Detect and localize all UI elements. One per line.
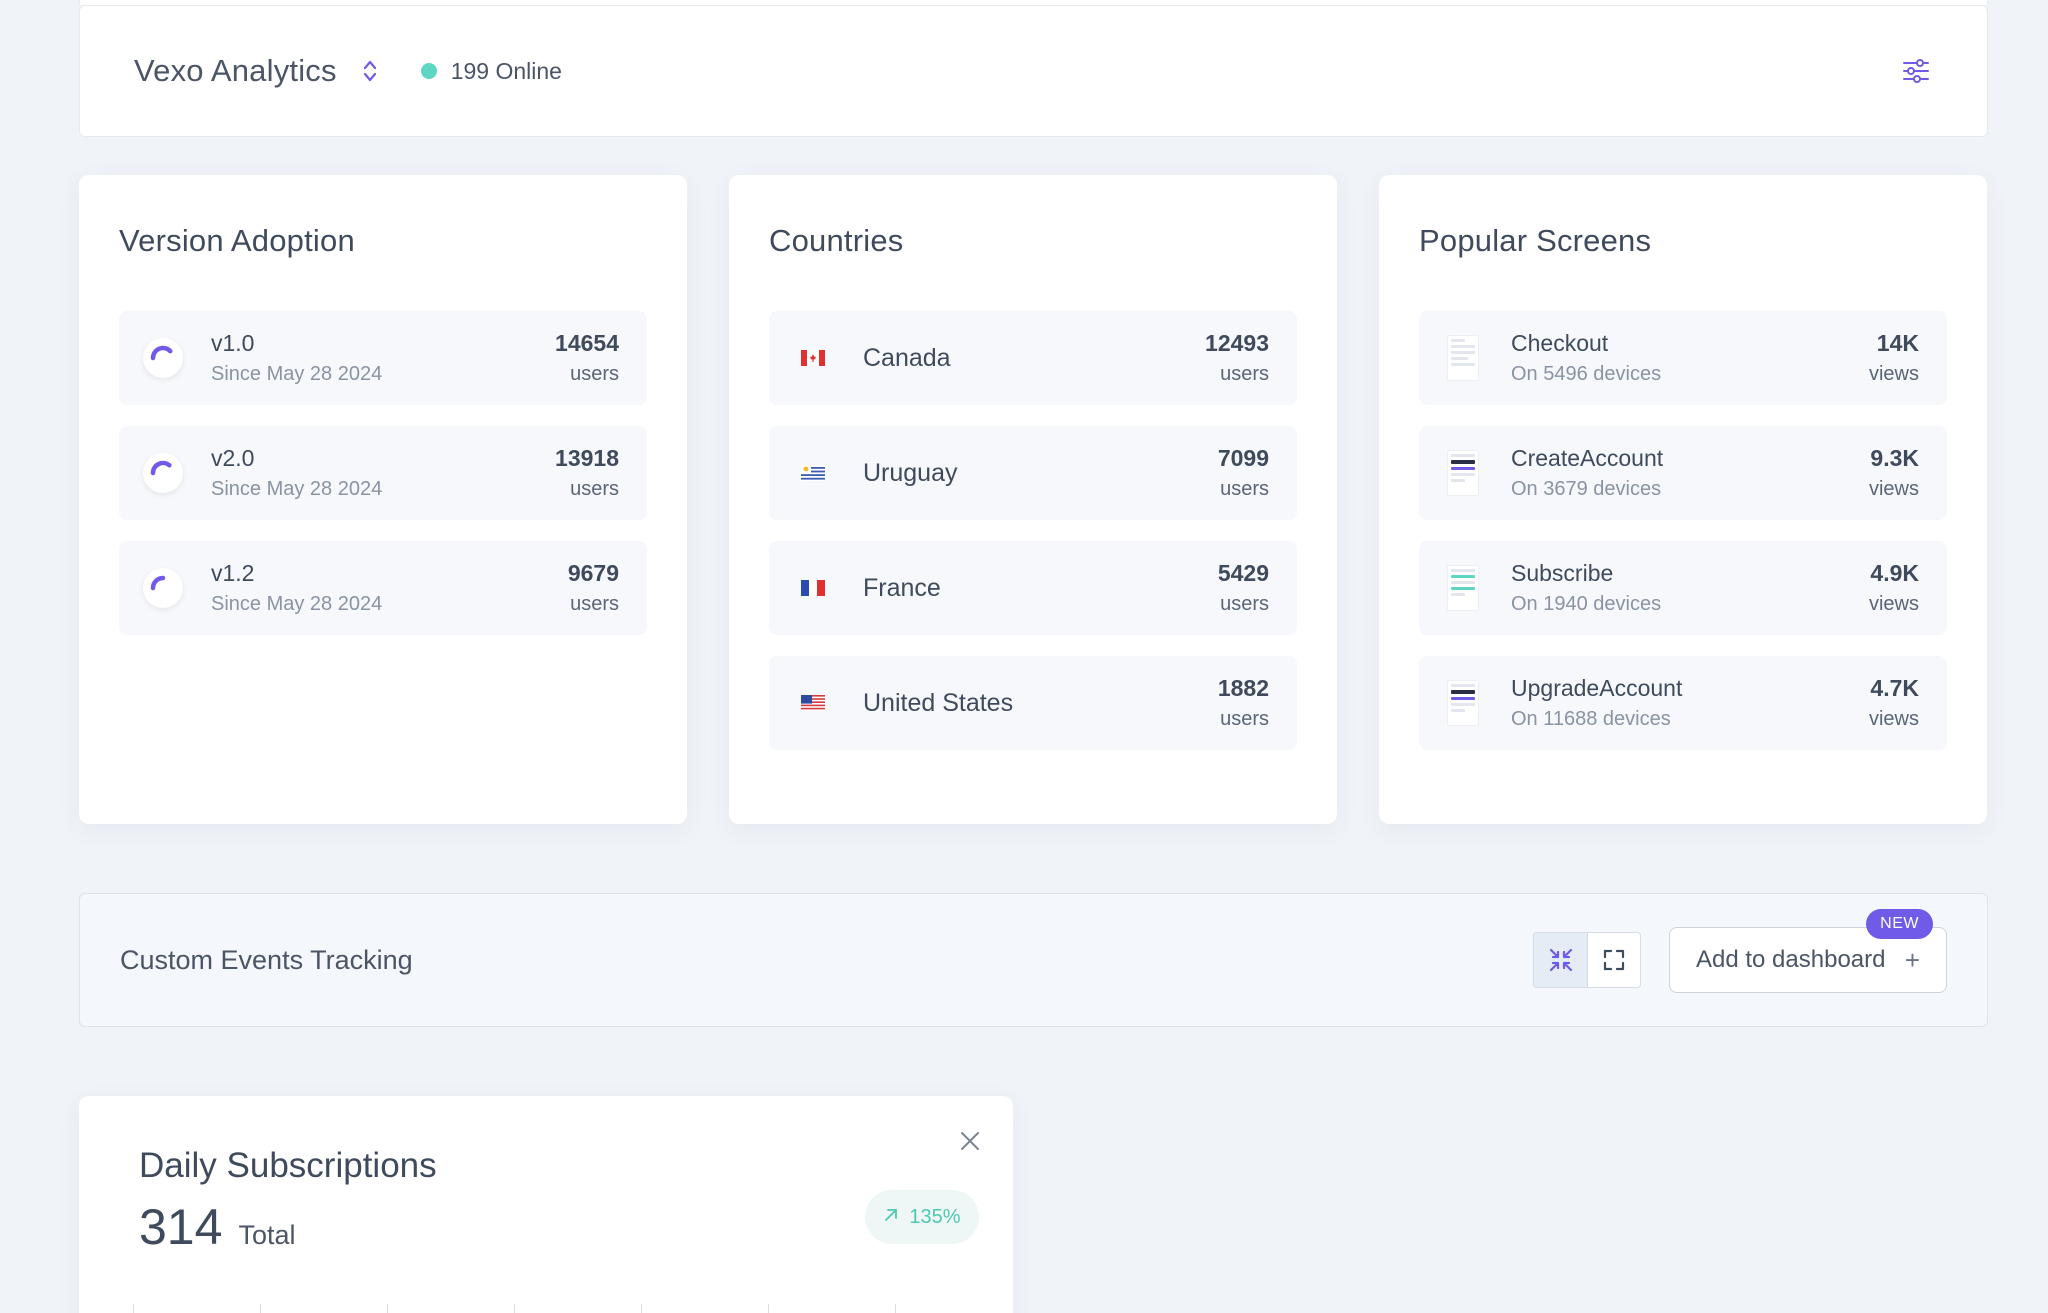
screen-row[interactable]: UpgradeAccount On 11688 devices 4.7K vie… bbox=[1419, 656, 1947, 750]
screen-row[interactable]: Subscribe On 1940 devices 4.9K views bbox=[1419, 541, 1947, 635]
screen-views-count: 4.9K bbox=[1870, 560, 1919, 586]
country-users-count: 12493 bbox=[1205, 330, 1269, 356]
screen-views-count: 9.3K bbox=[1870, 445, 1919, 471]
country-row[interactable]: United States 1882 users bbox=[769, 656, 1297, 750]
screen-views-unit: views bbox=[1868, 593, 1919, 615]
version-users-count: 13918 bbox=[555, 445, 619, 471]
spinner-icon bbox=[143, 453, 183, 493]
screen-devices: On 11688 devices bbox=[1511, 708, 1671, 730]
uruguay-flag-icon bbox=[793, 453, 833, 493]
screen-views-unit: views bbox=[1868, 478, 1919, 500]
add-to-dashboard-label: Add to dashboard bbox=[1696, 946, 1886, 973]
chevron-up-down-icon[interactable] bbox=[363, 57, 379, 85]
country-name: France bbox=[863, 573, 941, 602]
version-name: v1.0 bbox=[211, 330, 255, 356]
country-users-unit: users bbox=[1220, 593, 1269, 615]
version-name: v1.2 bbox=[211, 560, 255, 586]
country-users-count: 7099 bbox=[1217, 445, 1269, 471]
version-adoption-card: Version Adoption v1.0 Since May 28 2024 … bbox=[79, 175, 687, 824]
screen-views-count: 4.7K bbox=[1870, 675, 1919, 701]
subscriptions-total: 314 Total bbox=[139, 1198, 295, 1256]
adoption-arc bbox=[150, 575, 166, 591]
screen-name: Checkout bbox=[1511, 330, 1609, 356]
card-title: Popular Screens bbox=[1419, 223, 1652, 258]
country-users-unit: users bbox=[1220, 708, 1269, 730]
version-users-unit: users bbox=[570, 363, 619, 385]
country-users-unit: users bbox=[1220, 478, 1269, 500]
screen-name: CreateAccount bbox=[1511, 445, 1664, 471]
version-row[interactable]: v2.0 Since May 28 2024 13918 users bbox=[119, 426, 647, 520]
custom-events-title: Custom Events Tracking bbox=[120, 944, 413, 975]
trend-badge: 135% bbox=[865, 1190, 979, 1244]
version-since: Since May 28 2024 bbox=[211, 478, 383, 500]
version-name: v2.0 bbox=[211, 445, 255, 471]
expand-icon[interactable] bbox=[1587, 933, 1640, 987]
countries-card: Countries Canada 12493 users Uruguay 709… bbox=[729, 175, 1337, 824]
adoption-arc bbox=[150, 460, 172, 476]
canada-flag-icon bbox=[793, 338, 833, 378]
screen-thumbnail-icon bbox=[1443, 335, 1483, 381]
screen-thumbnail-icon bbox=[1443, 680, 1483, 726]
screen-devices: On 1940 devices bbox=[1511, 593, 1662, 615]
spinner-icon bbox=[143, 568, 183, 608]
app-title: Vexo Analytics bbox=[134, 53, 337, 88]
online-count: 199 Online bbox=[450, 57, 562, 84]
screen-thumbnail-icon bbox=[1443, 565, 1483, 611]
adoption-arc bbox=[150, 345, 173, 361]
us-flag-icon bbox=[793, 683, 833, 723]
arrow-up-right-icon bbox=[883, 1206, 899, 1229]
card-title: Countries bbox=[769, 223, 904, 258]
collapse-icon[interactable] bbox=[1534, 933, 1587, 987]
view-toggle-group bbox=[1533, 932, 1641, 988]
daily-subscriptions-card: Daily Subscriptions 314 Total 135% bbox=[79, 1096, 1013, 1313]
version-users-unit: users bbox=[570, 478, 619, 500]
country-users-count: 5429 bbox=[1217, 560, 1269, 586]
country-row[interactable]: Canada 12493 users bbox=[769, 311, 1297, 405]
new-badge: NEW bbox=[1866, 909, 1933, 939]
country-users-unit: users bbox=[1220, 363, 1269, 385]
screen-views-count: 14K bbox=[1876, 330, 1919, 356]
subscriptions-total-label: Total bbox=[238, 1220, 296, 1250]
country-name: Uruguay bbox=[863, 458, 958, 487]
version-users-unit: users bbox=[570, 593, 619, 615]
version-users-count: 9679 bbox=[567, 560, 619, 586]
france-flag-icon bbox=[793, 568, 833, 608]
top-header: Vexo Analytics 199 Online bbox=[79, 5, 1988, 137]
screen-name: Subscribe bbox=[1511, 560, 1614, 586]
filter-settings-icon[interactable] bbox=[1899, 54, 1933, 88]
screen-views-unit: views bbox=[1868, 708, 1919, 730]
country-row[interactable]: Uruguay 7099 users bbox=[769, 426, 1297, 520]
country-row[interactable]: France 5429 users bbox=[769, 541, 1297, 635]
online-status-dot bbox=[420, 63, 437, 79]
plus-icon: + bbox=[1904, 944, 1920, 975]
version-since: Since May 28 2024 bbox=[211, 363, 383, 385]
screen-thumbnail-icon bbox=[1443, 450, 1483, 496]
close-icon[interactable] bbox=[955, 1126, 985, 1156]
version-users-count: 14654 bbox=[555, 330, 619, 356]
custom-events-bar: Custom Events Tracking Add to dashboard … bbox=[79, 893, 1988, 1027]
screen-devices: On 5496 devices bbox=[1511, 363, 1662, 385]
screen-name: UpgradeAccount bbox=[1511, 675, 1683, 701]
version-since: Since May 28 2024 bbox=[211, 593, 383, 615]
screen-views-unit: views bbox=[1868, 363, 1919, 385]
trend-percent: 135% bbox=[909, 1205, 961, 1228]
version-row[interactable]: v1.2 Since May 28 2024 9679 users bbox=[119, 541, 647, 635]
country-name: Canada bbox=[863, 343, 951, 372]
country-users-count: 1882 bbox=[1217, 675, 1269, 701]
spinner-icon bbox=[143, 338, 183, 378]
country-name: United States bbox=[863, 688, 1014, 717]
card-title: Version Adoption bbox=[119, 223, 355, 258]
daily-subscriptions-title: Daily Subscriptions bbox=[139, 1146, 437, 1185]
screen-devices: On 3679 devices bbox=[1511, 478, 1662, 500]
top-edge bbox=[79, 0, 1988, 5]
chart-axis-ticks bbox=[133, 1304, 933, 1313]
version-row[interactable]: v1.0 Since May 28 2024 14654 users bbox=[119, 311, 647, 405]
screen-row[interactable]: Checkout On 5496 devices 14K views bbox=[1419, 311, 1947, 405]
screen-row[interactable]: CreateAccount On 3679 devices 9.3K views bbox=[1419, 426, 1947, 520]
popular-screens-card: Popular Screens Checkout On 5496 devices… bbox=[1379, 175, 1987, 824]
subscriptions-total-number: 314 bbox=[139, 1199, 223, 1255]
